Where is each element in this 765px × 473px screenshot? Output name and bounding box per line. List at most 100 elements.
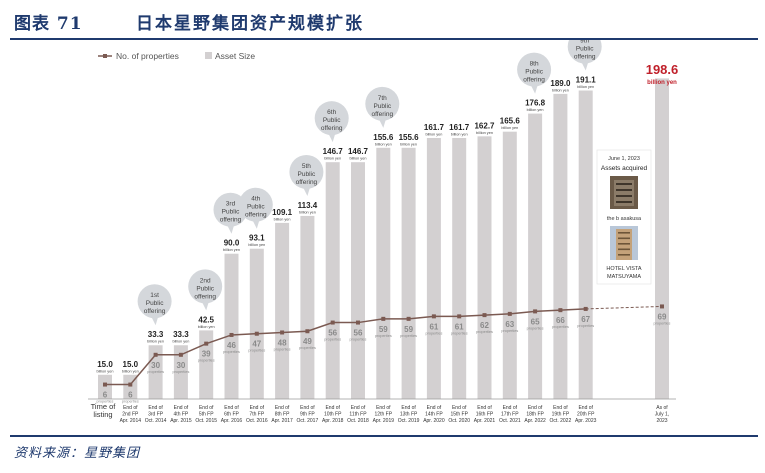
properties-marker-latest	[660, 304, 664, 309]
properties-unit-label: properties	[274, 347, 291, 351]
properties-marker	[356, 320, 360, 325]
asset-name-hotel-vista: HOTEL VISTA	[606, 266, 641, 272]
asset-photo-b-asakusa-window	[616, 183, 632, 185]
offering-bubble	[289, 154, 324, 189]
offering-bubble-tail	[580, 60, 589, 71]
x-tick-label-latest: As of	[656, 405, 668, 411]
properties-value-label: 48	[278, 338, 287, 347]
properties-marker	[128, 382, 133, 387]
asset-unit-label: billion yen	[350, 157, 367, 161]
properties-dashed-connector	[585, 305, 663, 310]
offering-label: 2nd	[200, 277, 211, 284]
offering-label: 7th	[378, 95, 387, 102]
offering-label: 8th	[530, 61, 539, 68]
x-tick-label: Apr. 2021	[474, 418, 496, 424]
x-tick-label: End of	[300, 405, 315, 411]
asset-photo-hotel-vista-window	[618, 237, 630, 240]
x-tick-label: 2nd FP	[122, 412, 139, 418]
properties-marker	[406, 316, 411, 321]
properties-marker	[381, 316, 386, 321]
properties-marker	[507, 311, 512, 316]
properties-marker	[330, 320, 335, 325]
properties-unit-label: properties	[425, 331, 442, 335]
asset-bar	[452, 137, 467, 399]
offering-label: Public	[576, 46, 594, 53]
x-tick-label: 6th FP	[224, 412, 239, 418]
asset-bar	[578, 90, 593, 399]
asset-unit-label: billion yen	[198, 325, 215, 329]
x-tick-label: Oct. 2015	[195, 418, 217, 424]
offering-label: 5th	[302, 163, 311, 170]
asset-bar	[553, 93, 568, 400]
x-tick-label: 8th FP	[275, 412, 290, 418]
asset-unit-label: billion yen	[223, 248, 240, 252]
properties-value-label: 47	[252, 340, 261, 349]
offering-bubble-tail	[302, 185, 311, 196]
properties-unit-label-latest: properties	[654, 321, 671, 325]
asset-value-label: 146.7	[348, 147, 369, 156]
x-tick-label: Apr. 2018	[322, 418, 344, 424]
asset-bar	[401, 147, 416, 399]
asset-value-label: 15.0	[123, 360, 139, 369]
x-tick-label: 15th FP	[450, 412, 468, 418]
asset-unit-label: billion yen	[577, 85, 594, 89]
x-tick-label: Apr. 2019	[373, 418, 395, 424]
properties-marker	[457, 314, 462, 319]
asset-unit-label: billion yen	[324, 157, 341, 161]
asset-value-label: 109.1	[272, 208, 293, 217]
offering-label: 4th	[251, 196, 260, 203]
asset-unit-label: billion yen	[299, 210, 316, 214]
properties-unit-label: properties	[577, 324, 594, 328]
asset-unit-label: billion yen	[172, 340, 189, 344]
x-tick-label: Oct. 2014	[145, 418, 167, 424]
x-tick-label: Oct. 2016	[246, 418, 268, 424]
properties-value-label: 59	[404, 325, 413, 334]
asset-bar	[199, 330, 214, 399]
offering-label: 1st	[150, 292, 159, 299]
properties-unit-label: properties	[552, 325, 569, 329]
asset-value-label: 161.7	[449, 123, 470, 132]
acquisition-date: June 1, 2023	[608, 156, 640, 162]
x-tick-label: 4th FP	[174, 412, 189, 418]
asset-photo-hotel-vista-window	[618, 243, 630, 245]
offering-label: offering	[523, 77, 545, 84]
x-tick-label: End of	[224, 405, 239, 411]
offering-bubble	[137, 284, 172, 319]
x-tick-label: Oct. 2020	[448, 418, 470, 424]
x-tick-label: Apr. 2014	[120, 418, 142, 424]
properties-value-label: 63	[505, 320, 514, 329]
x-tick-label: End of	[528, 405, 543, 411]
latest-unit-label: billion yen	[647, 80, 677, 86]
asset-unit-label: billion yen	[97, 369, 114, 373]
offering-label: offering	[220, 217, 242, 224]
x-tick-label: 11th FP	[349, 412, 367, 418]
offering-label: offering	[321, 125, 343, 132]
asset-unit-label: billion yen	[552, 88, 569, 92]
acquisition-heading: Assets acquired	[601, 165, 648, 172]
x-tick-label: End of	[427, 405, 442, 411]
x-tick-label: 17th FP	[501, 412, 519, 418]
offering-label: Public	[247, 204, 265, 211]
asset-bar	[351, 162, 365, 399]
asset-bar	[376, 147, 391, 399]
offering-label: Public	[323, 117, 341, 124]
properties-value-label: 6	[128, 391, 133, 400]
x-tick-label: 10th FP	[324, 412, 342, 418]
asset-value-label: 15.0	[97, 360, 113, 369]
x-tick-label: listing	[93, 410, 112, 419]
asset-unit-label: billion yen	[400, 142, 417, 146]
x-tick-label: End of	[452, 405, 467, 411]
x-tick-label-latest: July 1,	[655, 412, 669, 418]
x-tick-label: 3rd FP	[148, 412, 164, 418]
x-tick-label: 16th FP	[476, 412, 494, 418]
asset-value-label: 189.0	[550, 79, 571, 88]
x-tick-label: Oct. 2017	[297, 418, 319, 424]
asset-photo-b-asakusa-facade	[614, 180, 634, 206]
x-tick-label: End of	[148, 405, 163, 411]
properties-unit-label: properties	[198, 359, 215, 363]
x-tick-label: End of	[174, 405, 189, 411]
properties-unit-label: properties	[324, 338, 341, 342]
offering-bubble	[365, 86, 400, 121]
properties-unit-label: properties	[527, 326, 544, 330]
